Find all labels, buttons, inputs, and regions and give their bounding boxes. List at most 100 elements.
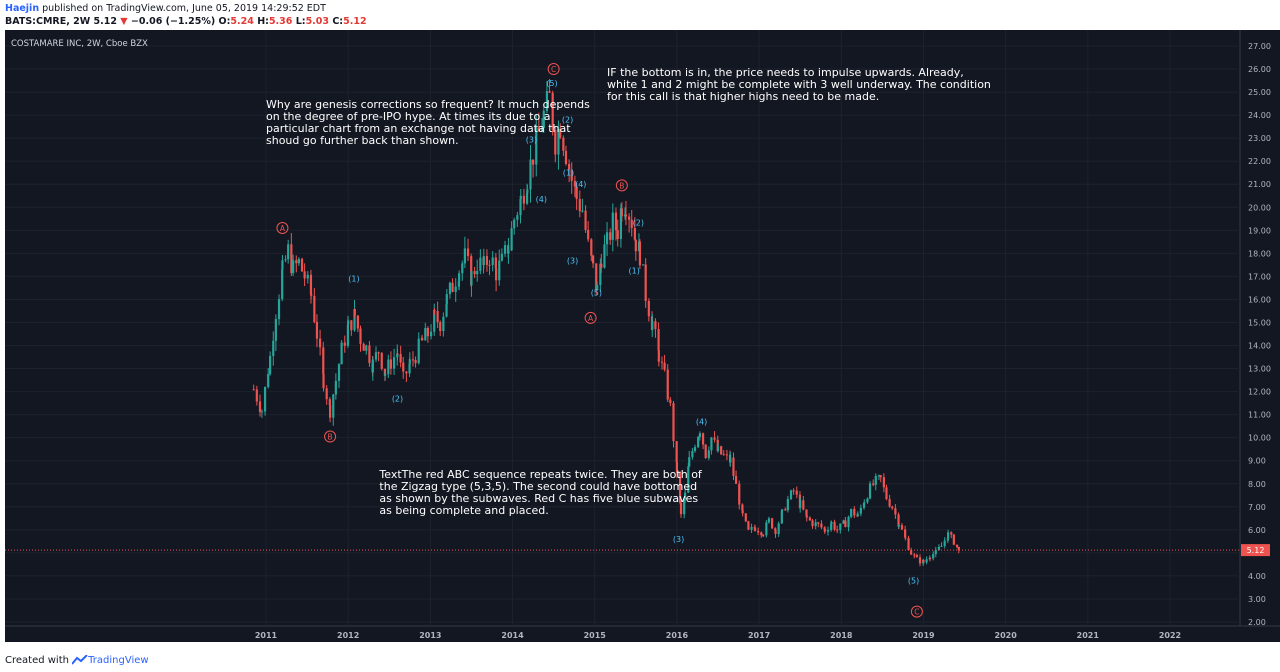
candle-body: [396, 353, 399, 355]
x-tick-label: 2021: [1077, 631, 1100, 640]
wave-label-blue: (1): [563, 169, 574, 178]
candle-body: [937, 546, 941, 550]
candle-body: [500, 253, 503, 261]
candle-body: [284, 259, 287, 261]
last-price-badge: [1241, 544, 1270, 557]
candle-body: [445, 294, 448, 305]
annotation-line: for this call is that higher highs need …: [607, 90, 879, 103]
candle-body: [744, 513, 747, 522]
candle-body: [405, 371, 408, 374]
candle-body: [774, 528, 777, 531]
candle-body: [897, 514, 900, 527]
candle-body: [346, 324, 350, 346]
candle-body: [836, 529, 839, 531]
annotation-line: white 1 and 2 might be complete with 3 w…: [607, 78, 991, 91]
y-tick-label: 15.00: [1248, 318, 1271, 327]
candle-body: [932, 554, 935, 559]
candle-body: [485, 256, 489, 265]
candle-body: [252, 389, 255, 391]
candle-body: [334, 380, 337, 395]
wave-label-red: B: [619, 181, 624, 190]
candle-body: [894, 508, 897, 515]
candle-body: [651, 321, 654, 330]
y-tick-label: 25.00: [1248, 88, 1271, 97]
candle-body: [529, 159, 532, 190]
candle-body: [877, 475, 881, 477]
low-label: L:: [295, 16, 306, 27]
candle-body: [578, 199, 581, 212]
wave-label-blue: (5): [546, 79, 557, 88]
candle-body: [678, 472, 682, 503]
candle-body: [767, 518, 771, 523]
candle-body: [329, 405, 332, 418]
candle-body: [638, 241, 642, 266]
candle-body: [657, 329, 660, 351]
candle-body: [734, 475, 738, 484]
tradingview-logo-icon: [72, 655, 88, 665]
candle-body: [760, 532, 763, 536]
candle-body: [564, 150, 568, 164]
candle-body: [774, 530, 777, 534]
candle-body: [729, 457, 732, 463]
candle-body: [353, 309, 356, 316]
candle-body: [513, 219, 516, 229]
annotation-line: particular chart from an exchange not ha…: [266, 122, 571, 135]
candle-body: [408, 359, 411, 364]
candle-body: [380, 352, 383, 369]
candle-body: [365, 345, 368, 351]
candle-body: [473, 271, 476, 275]
wave-label-blue: (3): [526, 135, 537, 144]
candle-body: [713, 437, 716, 440]
candle-body: [287, 244, 290, 260]
candle-body: [863, 502, 866, 504]
tradingview-link[interactable]: TradingView: [88, 655, 149, 666]
candle-body: [267, 374, 270, 388]
y-tick-label: 4.00: [1248, 572, 1266, 581]
candle-body: [611, 212, 614, 240]
annotation-line: on the degree of pre-IPO hype. At times …: [266, 110, 550, 123]
wave-label-red: C: [914, 608, 919, 617]
wave-label-circle: [615, 179, 628, 192]
candle-body: [628, 216, 631, 220]
price-change: −0.06 (−1.25%): [130, 16, 216, 27]
candles: [252, 79, 960, 567]
y-tick-label: 7.00: [1248, 503, 1266, 512]
candle-body: [482, 256, 485, 265]
wave-label-blue: (2): [392, 395, 403, 404]
candle-body: [620, 208, 623, 217]
x-tick-label: 2015: [584, 631, 607, 640]
y-tick-label: 10.00: [1248, 434, 1271, 443]
candle-body: [337, 364, 341, 381]
annotation-line: as shown by the subwaves. Red C has five…: [379, 492, 698, 505]
author-link[interactable]: Haejin: [5, 3, 40, 14]
candle-body: [281, 260, 284, 270]
annotation-text[interactable]: TextThe red ABC sequence repeats twice. …: [378, 468, 703, 517]
annotation-text[interactable]: Why are genesis corrections so frequent?…: [266, 98, 590, 147]
candle-body: [426, 327, 429, 337]
candle-body: [328, 399, 331, 406]
candle-body: [507, 250, 510, 254]
annotation-text[interactable]: IF the bottom is in, the price needs to …: [607, 66, 991, 103]
candle-body: [679, 502, 683, 515]
candle-body: [866, 498, 869, 503]
wave-label-circle: [276, 222, 289, 235]
candle-body: [641, 264, 645, 266]
candle-body: [814, 522, 817, 527]
price-chart[interactable]: 2.003.004.005.006.007.008.009.0010.0011.…: [0, 30, 1280, 642]
candle-body: [353, 309, 356, 331]
x-tick-label: 2019: [912, 631, 935, 640]
annotation-line: shoud go further back than shown.: [266, 134, 459, 147]
y-tick-label: 22.00: [1248, 157, 1271, 166]
candle-body: [669, 399, 672, 404]
chart-title: COSTAMARE INC, 2W, Cboe BZX: [11, 39, 148, 49]
candle-body: [402, 362, 405, 372]
last-price: 5.12: [93, 16, 117, 27]
candle-body: [862, 503, 866, 508]
candle-body: [946, 538, 949, 541]
y-tick-label: 8.00: [1248, 480, 1266, 489]
symbol: BATS:CMRE, 2W: [5, 16, 91, 27]
x-tick-label: 2017: [748, 631, 770, 640]
annotation-line: IF the bottom is in, the price needs to …: [607, 66, 964, 79]
candle-body: [575, 186, 578, 200]
candle-body: [934, 549, 937, 555]
